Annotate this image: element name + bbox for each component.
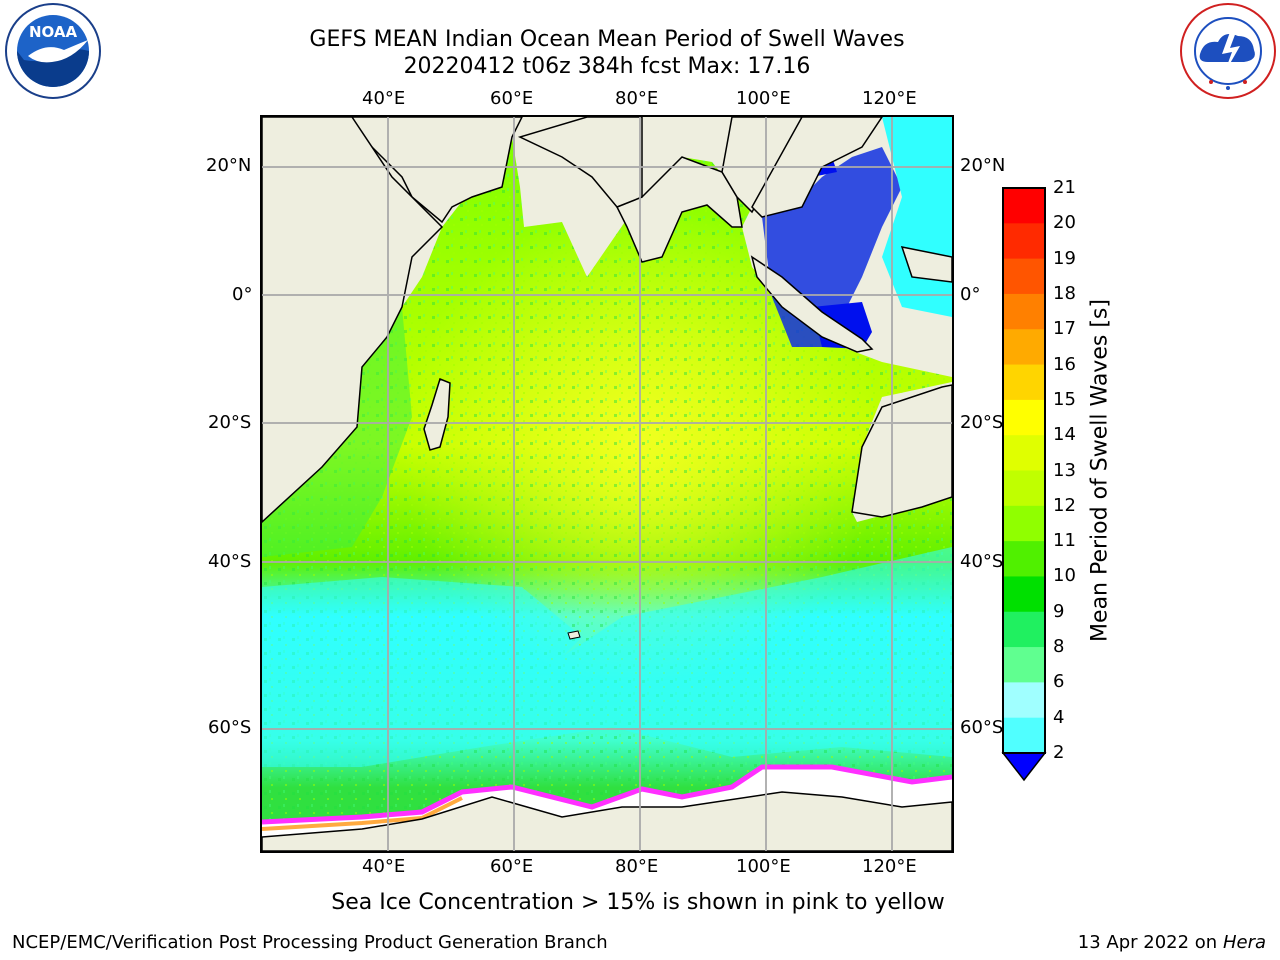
noaa-logo: NOAA bbox=[5, 3, 101, 99]
footer-date: 13 Apr 2022 on Hera bbox=[1078, 932, 1266, 953]
colorbar-segment bbox=[1003, 576, 1045, 613]
graticule bbox=[262, 117, 952, 851]
lon-tick-bottom-40e: 40°E bbox=[362, 856, 406, 877]
lon-tick-bottom-120e: 120°E bbox=[862, 856, 917, 877]
colorbar-tick-label: 13 bbox=[1053, 459, 1076, 481]
colorbar-segment bbox=[1003, 399, 1045, 436]
colorbar-segment bbox=[1003, 435, 1045, 471]
lat-tick-right-20n: 20°N bbox=[960, 155, 1006, 176]
lat-tick-right-60s: 60°S bbox=[960, 717, 1004, 738]
footer-date-text: 13 Apr 2022 on bbox=[1077, 932, 1223, 953]
lon-tick-bottom-80e: 80°E bbox=[615, 856, 659, 877]
map-panel bbox=[260, 115, 954, 853]
lon-tick-top-60e: 60°E bbox=[490, 88, 534, 109]
colorbar-tick-label: 10 bbox=[1053, 565, 1076, 587]
sea-ice-note: Sea Ice Concentration > 15% is shown in … bbox=[331, 890, 945, 915]
lat-tick-left-40s: 40°S bbox=[208, 551, 252, 572]
lon-tick-top-80e: 80°E bbox=[615, 88, 659, 109]
colorbar-tick-label: 8 bbox=[1053, 636, 1065, 658]
colorbar-tick-label: 14 bbox=[1053, 424, 1076, 446]
colorbar-segment bbox=[1003, 470, 1045, 507]
colorbar-tick-label: 6 bbox=[1053, 671, 1065, 693]
map-subtitle: 20220412 t06z 384h fcst Max: 17.16 bbox=[403, 54, 811, 79]
colorbar-tick-label: 19 bbox=[1053, 247, 1076, 269]
lon-tick-top-100e: 100°E bbox=[736, 88, 791, 109]
colorbar-segment bbox=[1003, 611, 1045, 648]
swell-period-map bbox=[262, 117, 952, 851]
colorbar-tick-label: 9 bbox=[1053, 600, 1065, 622]
lat-tick-left-eq: 0° bbox=[232, 284, 253, 305]
colorbar-segment bbox=[1003, 293, 1045, 330]
lon-tick-bottom-100e: 100°E bbox=[736, 856, 791, 877]
nws-logo bbox=[1180, 3, 1276, 99]
noaa-logo-text: NOAA bbox=[29, 23, 78, 41]
colorbar-segment bbox=[1003, 223, 1045, 260]
colorbar-tick-label: 4 bbox=[1053, 706, 1065, 728]
colorbar-tick-label: 15 bbox=[1053, 388, 1076, 410]
lon-tick-top-40e: 40°E bbox=[362, 88, 406, 109]
colorbar-label: Mean Period of Swell Waves [s] bbox=[1087, 299, 1113, 642]
colorbar-segment bbox=[1003, 329, 1045, 366]
colorbar-segment bbox=[1003, 188, 1045, 224]
colorbar-segment bbox=[1003, 717, 1045, 754]
colorbar-tick-label: 20 bbox=[1053, 212, 1076, 234]
colorbar-segment bbox=[1003, 682, 1045, 719]
map-title: GEFS MEAN Indian Ocean Mean Period of Sw… bbox=[309, 27, 905, 52]
colorbar-segment bbox=[1003, 647, 1045, 683]
colorbar-tick-label: 21 bbox=[1053, 177, 1076, 198]
lat-tick-left-60s: 60°S bbox=[208, 717, 252, 738]
lat-tick-left-20n: 20°N bbox=[206, 155, 252, 176]
lat-tick-right-20s: 20°S bbox=[960, 412, 1004, 433]
lon-tick-top-120e: 120°E bbox=[862, 88, 917, 109]
colorbar-tick-label: 16 bbox=[1053, 353, 1076, 375]
colorbar-tick-label: 11 bbox=[1053, 530, 1076, 552]
lat-tick-left-20s: 20°S bbox=[208, 412, 252, 433]
lon-tick-bottom-60e: 60°E bbox=[490, 856, 534, 877]
colorbar-segment bbox=[1003, 364, 1045, 401]
colorbar bbox=[1001, 187, 1047, 782]
colorbar-segment bbox=[1003, 258, 1045, 295]
colorbar-segment bbox=[1003, 541, 1045, 577]
lat-tick-right-40s: 40°S bbox=[960, 551, 1004, 572]
colorbar-extend-arrow bbox=[1001, 752, 1047, 782]
colorbar-tick-label: 2 bbox=[1053, 742, 1065, 763]
colorbar-segment bbox=[1003, 505, 1045, 542]
colorbar-tick-label: 12 bbox=[1053, 494, 1076, 516]
lat-tick-right-eq: 0° bbox=[960, 284, 981, 305]
colorbar-tick-label: 17 bbox=[1053, 318, 1076, 340]
footer-machine: Hera bbox=[1222, 932, 1266, 953]
colorbar-tick-label: 18 bbox=[1053, 282, 1076, 304]
footer-credit: NCEP/EMC/Verification Post Processing Pr… bbox=[12, 932, 608, 953]
